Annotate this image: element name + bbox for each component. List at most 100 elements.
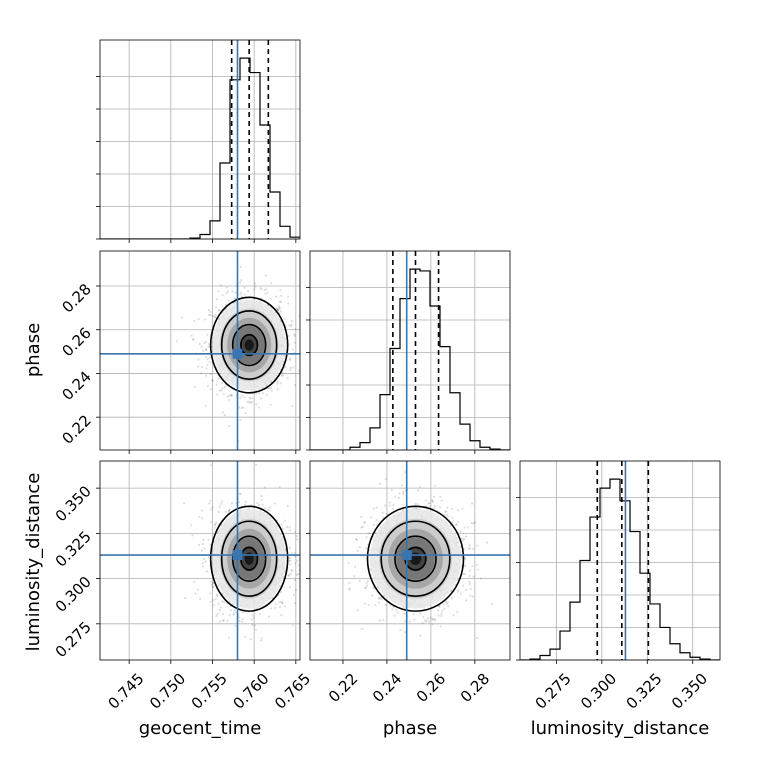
scatter-point: [438, 506, 442, 509]
scatter-point: [348, 581, 351, 585]
scatter-point: [200, 345, 203, 348]
x-tick-label: 0.26: [413, 670, 449, 706]
scatter-point: [279, 591, 283, 594]
scatter-point: [280, 600, 283, 603]
scatter-point: [204, 374, 208, 377]
scatter-point: [289, 368, 292, 372]
scatter-point: [433, 619, 436, 622]
scatter-point: [221, 600, 224, 603]
scatter-point: [251, 623, 254, 627]
scatter-point: [476, 568, 479, 571]
panel-frame: [519, 460, 721, 661]
scatter-point: [290, 569, 293, 572]
scatter-point: [222, 619, 225, 622]
scatter-point: [230, 502, 234, 505]
scatter-point: [202, 565, 205, 568]
scatter-point: [202, 558, 206, 561]
scatter-point: [291, 568, 294, 572]
scatter-point: [288, 324, 291, 327]
histogram-geocent_time: [100, 57, 300, 239]
scatter-point: [286, 504, 289, 508]
scatter-point: [273, 502, 276, 505]
scatter-point: [204, 340, 208, 343]
scatter-point: [204, 404, 207, 407]
scatter-point: [455, 523, 458, 526]
scatter-point: [214, 523, 217, 527]
scatter-point: [234, 291, 237, 294]
scatter-point: [303, 565, 305, 567]
scatter-point: [439, 625, 442, 628]
scatter-point: [367, 532, 370, 535]
scatter-point: [456, 590, 459, 593]
scatter-point: [268, 506, 271, 509]
scatter-points: [100, 251, 303, 450]
scatter-point: [446, 515, 450, 518]
scatter-point: [264, 507, 267, 510]
contour-line: [394, 535, 437, 582]
scatter-point: [241, 620, 244, 623]
scatter-point: [219, 606, 222, 609]
scatter-point: [249, 397, 252, 400]
scatter-point: [462, 584, 465, 587]
scatter-point: [444, 510, 447, 514]
scatter-point: [212, 604, 215, 607]
scatter-point: [197, 543, 200, 547]
scatter-point: [447, 605, 450, 608]
scatter-point: [261, 392, 264, 395]
scatter-point: [217, 309, 220, 312]
scatter-point: [429, 616, 432, 619]
scatter-point: [246, 400, 249, 403]
panel-phase-phase: [306, 250, 511, 454]
scatter-point: [364, 586, 367, 589]
scatter-point: [384, 478, 387, 481]
scatter-point: [288, 585, 291, 589]
scatter-point: [292, 593, 295, 596]
scatter-point: [394, 495, 397, 498]
scatter-point: [291, 348, 294, 351]
scatter-point: [460, 556, 463, 559]
scatter-point: [215, 383, 218, 386]
scatter-point: [431, 499, 434, 502]
scatter-point: [206, 358, 209, 361]
scatter-point: [355, 538, 359, 541]
scatter-point: [297, 564, 300, 567]
scatter-point: [268, 387, 272, 390]
scatter-point: [221, 411, 224, 414]
scatter-point: [202, 349, 205, 352]
scatter-point: [244, 412, 247, 415]
scatter-point: [375, 519, 378, 522]
scatter-point: [215, 306, 218, 309]
scatter-point: [404, 620, 407, 623]
scatter-point: [205, 570, 209, 573]
scatter-point: [424, 620, 427, 623]
scatter-points: [100, 461, 305, 660]
scatter-point: [283, 519, 286, 522]
scatter-point: [442, 603, 445, 606]
scatter-point: [243, 286, 246, 289]
scatter-point: [422, 615, 425, 618]
scatter-point: [241, 611, 245, 614]
scatter-point: [276, 382, 279, 386]
scatter-point: [190, 524, 193, 527]
scatter-point: [287, 295, 290, 298]
scatter-point: [378, 597, 381, 600]
scatter-point: [241, 394, 244, 397]
scatter-point: [281, 371, 284, 375]
scatter-points: [310, 461, 510, 660]
scatter-point: [365, 584, 369, 587]
scatter-point: [279, 309, 282, 312]
y-tick-label: 0.325: [52, 527, 95, 570]
scatter-point: [428, 505, 431, 508]
scatter-point: [456, 508, 460, 512]
scatter-point: [465, 599, 468, 602]
x-tick-label: 0.28: [457, 670, 493, 706]
y-tick-label: 0.300: [52, 573, 95, 616]
scatter-point: [219, 284, 222, 287]
scatter-point: [354, 537, 358, 541]
scatter-point: [263, 288, 266, 291]
scatter-point: [372, 587, 375, 590]
scatter-point: [278, 301, 282, 304]
scatter-point: [239, 293, 242, 296]
scatter-point: [291, 624, 294, 627]
scatter-point: [301, 351, 303, 353]
